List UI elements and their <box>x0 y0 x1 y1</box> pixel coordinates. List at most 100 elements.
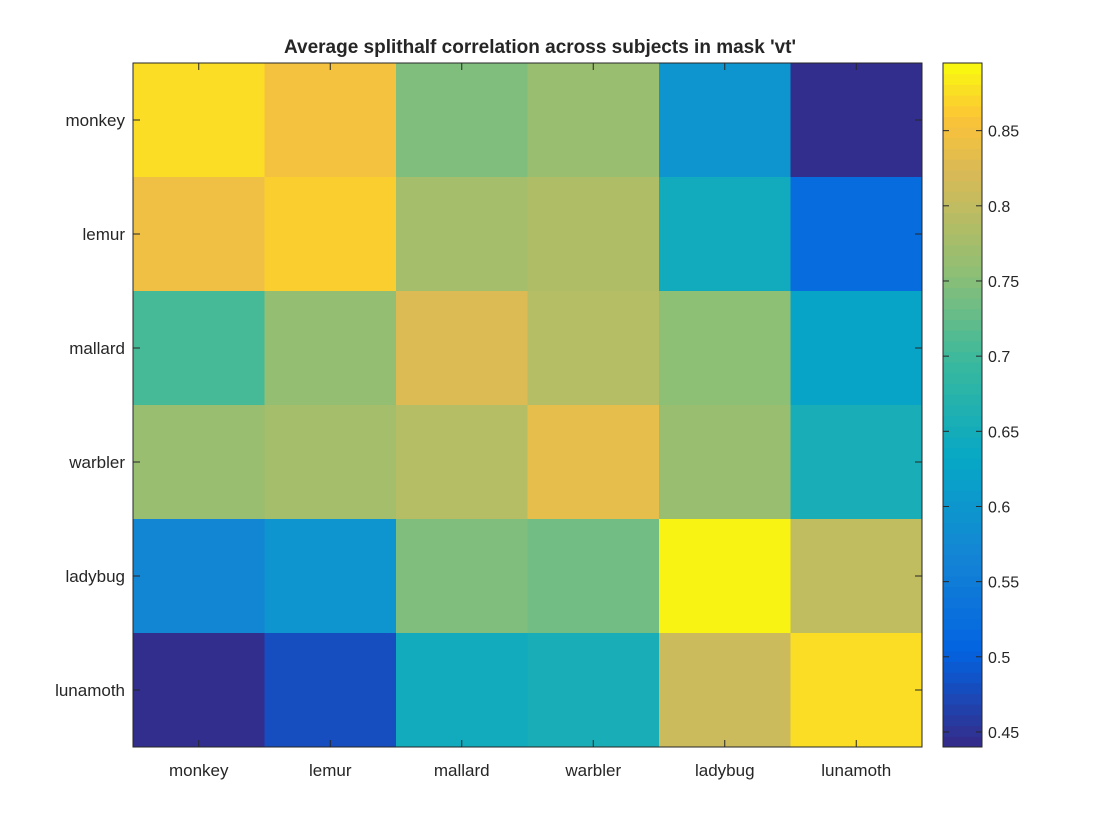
heatmap-cell <box>659 63 791 178</box>
colorbar-segment <box>943 661 982 673</box>
colorbar-segment <box>943 330 982 342</box>
colorbar-segment <box>943 298 982 310</box>
y-tick-label: lemur <box>82 225 125 244</box>
colorbar-segment <box>943 63 982 75</box>
colorbar-segment <box>943 618 982 630</box>
colorbar-segment <box>943 244 982 256</box>
colorbar: 0.45 0.5 0.55 0.6 0.65 0.7 0.75 0.8 0.85 <box>942 62 1019 748</box>
x-tick-label: mallard <box>434 761 490 780</box>
colorbar-segment <box>943 287 982 299</box>
colorbar-segment <box>943 501 982 513</box>
colorbar-segment <box>943 490 982 502</box>
colorbar-segment <box>943 458 982 470</box>
heatmap-cell <box>527 291 660 406</box>
colorbar-segment <box>943 255 982 267</box>
heatmap-cell <box>396 405 528 520</box>
colorbar-segment <box>943 426 982 438</box>
colorbar-segment <box>943 608 982 620</box>
x-tick-label: lunamoth <box>821 761 891 780</box>
heatmap-cell <box>527 405 660 520</box>
colorbar-segment <box>943 522 982 534</box>
colorbar-tick-label: 0.7 <box>988 349 1010 366</box>
colorbar-segment <box>943 223 982 235</box>
heatmap-cell <box>527 519 660 634</box>
y-tick-label: lunamoth <box>55 681 125 700</box>
heatmap-cell <box>396 633 528 748</box>
x-tick-label: warbler <box>564 761 621 780</box>
heatmap-cell <box>790 177 923 292</box>
heatmap-cell <box>396 63 528 178</box>
colorbar-segment <box>943 704 982 716</box>
heatmap-cell <box>264 405 397 520</box>
colorbar-segment <box>943 372 982 385</box>
heatmap-cell <box>659 291 791 406</box>
heatmap-cell <box>133 63 265 178</box>
heatmap-cell <box>790 633 923 748</box>
colorbar-segment <box>943 148 982 160</box>
colorbar-segment <box>943 511 982 524</box>
heatmap-cell <box>659 633 791 748</box>
colorbar-segment <box>943 169 982 182</box>
colorbar-segment <box>943 447 982 459</box>
colorbar-segment <box>943 340 982 353</box>
colorbar-segment <box>943 576 982 588</box>
colorbar-segment <box>943 394 982 406</box>
colorbar-segment <box>943 351 982 363</box>
heatmap-cells <box>133 63 923 748</box>
colorbar-segment <box>943 362 982 374</box>
colorbar-segment <box>943 308 982 320</box>
heatmap-cell <box>133 405 265 520</box>
heatmap-cell <box>659 519 791 634</box>
colorbar-segment <box>943 276 982 288</box>
heatmap-cell <box>396 177 528 292</box>
colorbar-segment <box>943 725 982 737</box>
colorbar-segment <box>943 266 982 278</box>
y-axis: monkey lemur mallard warbler ladybug lunamoth <box>55 111 922 700</box>
colorbar-segment <box>943 191 982 203</box>
chart-title: Average splithalf correlation across sub… <box>284 37 796 58</box>
y-tick-label: monkey <box>65 111 125 130</box>
colorbar-segment <box>943 543 982 556</box>
heatmap-cell <box>264 291 397 406</box>
colorbar-segment <box>943 693 982 705</box>
colorbar-segment <box>943 73 982 85</box>
colorbar-segment <box>943 95 982 107</box>
colorbar-segment <box>943 159 982 171</box>
y-tick-label: ladybug <box>65 567 125 586</box>
colorbar-segment <box>943 469 982 481</box>
heatmap-cell <box>264 633 397 748</box>
colorbar-segment <box>943 127 982 139</box>
colorbar-segment <box>943 533 982 545</box>
plot-frame <box>132 62 923 748</box>
colorbar-tick-label: 0.5 <box>988 650 1010 667</box>
heatmap-cell <box>790 63 923 178</box>
heatmap-cell <box>527 633 660 748</box>
heatmap-cell <box>264 63 397 178</box>
colorbar-segment <box>943 415 982 427</box>
colorbar-tick-label: 0.6 <box>988 499 1010 516</box>
heatmap-cell <box>133 633 265 748</box>
colorbar-tick-label: 0.45 <box>988 725 1019 742</box>
y-tick-label: mallard <box>69 339 125 358</box>
colorbar-segment <box>943 714 982 727</box>
colorbar-segment <box>943 383 982 395</box>
colorbar-tick-label: 0.85 <box>988 124 1019 141</box>
colorbar-segment <box>943 650 982 662</box>
x-tick-label: monkey <box>169 761 229 780</box>
colorbar-tick-label: 0.55 <box>988 575 1019 592</box>
colorbar-segment <box>943 565 982 577</box>
colorbar-segment <box>943 116 982 128</box>
y-tick-label: warbler <box>68 453 125 472</box>
colorbar-segment <box>943 672 982 684</box>
colorbar-segment <box>943 405 982 417</box>
colorbar-segment <box>943 319 982 331</box>
colorbar-segment <box>943 105 982 117</box>
colorbar-segment <box>943 180 982 192</box>
heatmap-cell <box>790 519 923 634</box>
colorbar-segment <box>943 437 982 449</box>
x-tick-label: lemur <box>309 761 352 780</box>
heatmap-cell <box>133 291 265 406</box>
heatmap-cell <box>396 291 528 406</box>
colorbar-tick-label: 0.75 <box>988 274 1019 291</box>
heatmap-cell <box>133 519 265 634</box>
